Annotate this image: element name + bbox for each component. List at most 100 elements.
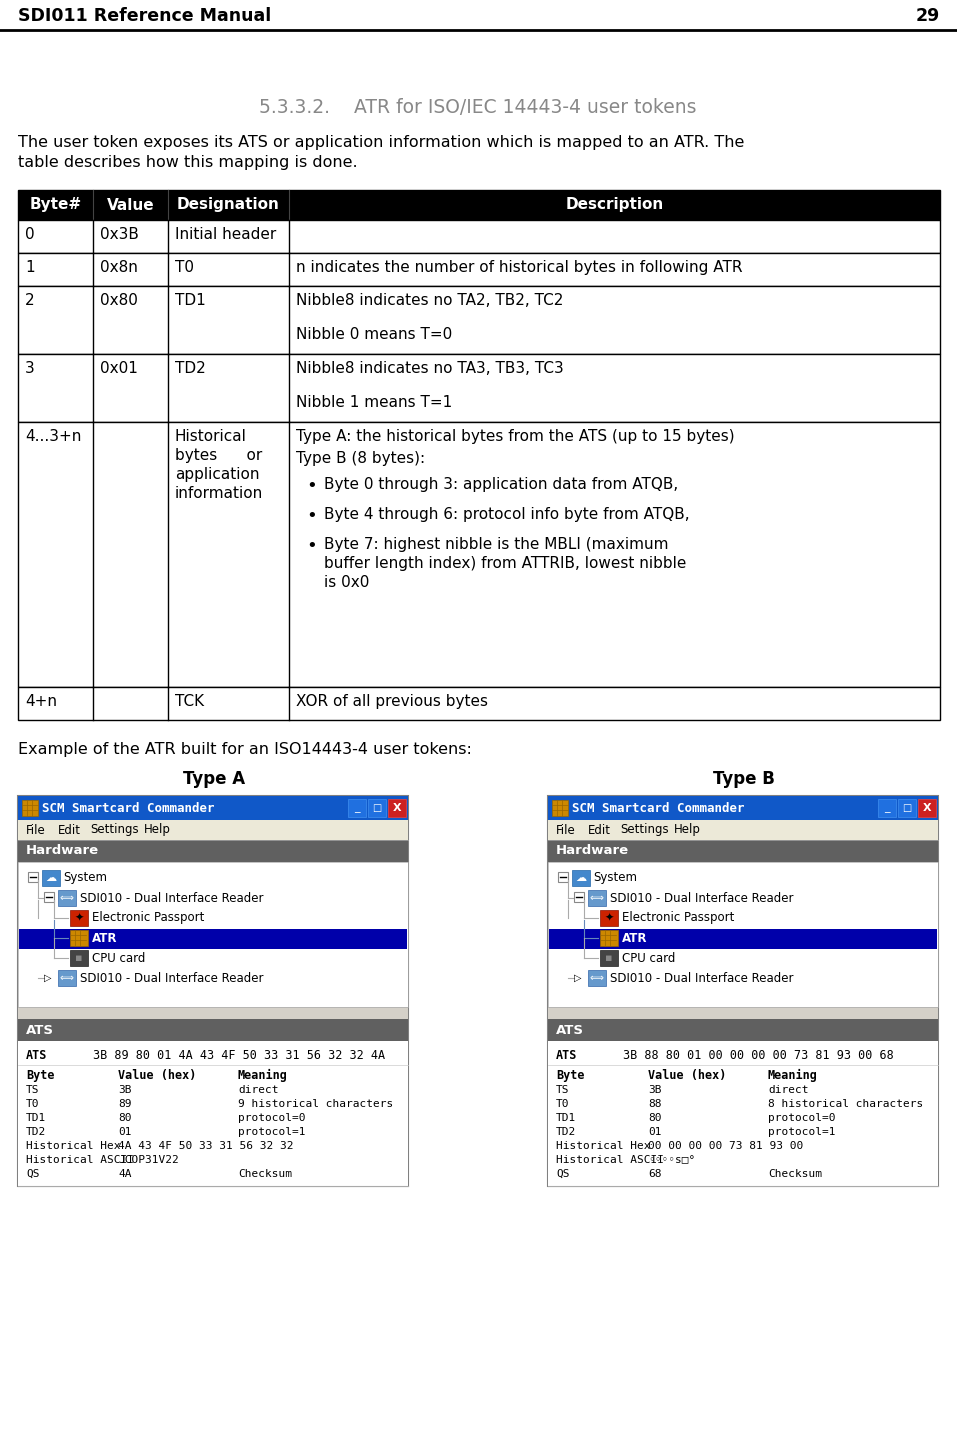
Bar [18, 286, 940, 354]
Text: Hardware: Hardware [26, 844, 100, 857]
Text: TD1: TD1 [26, 1113, 46, 1124]
Text: •: • [306, 508, 317, 525]
Bar [548, 1041, 938, 1186]
Text: ⟺: ⟺ [60, 894, 74, 902]
Text: X: X [923, 803, 931, 813]
Text: Initial header: Initial header [175, 227, 277, 241]
Text: is 0x0: is 0x0 [324, 576, 369, 590]
Text: Nibble8 indicates no TA2, TB2, TC2: Nibble8 indicates no TA2, TB2, TC2 [296, 294, 564, 308]
Bar [600, 930, 618, 946]
Text: CPU card: CPU card [622, 951, 676, 964]
Bar [22, 800, 38, 816]
Bar [572, 870, 590, 886]
Text: Meaning: Meaning [238, 1069, 288, 1082]
Text: Electronic Passport: Electronic Passport [92, 911, 205, 924]
Bar [898, 800, 916, 817]
Bar [548, 1019, 938, 1041]
Text: Nibble 0 means T=0: Nibble 0 means T=0 [296, 327, 453, 343]
Bar [368, 800, 386, 817]
Text: protocol=0: protocol=0 [238, 1113, 305, 1124]
Bar [548, 862, 938, 1006]
Text: T0: T0 [26, 1099, 39, 1109]
Text: 3B: 3B [648, 1084, 661, 1095]
Text: CPU card: CPU card [92, 951, 145, 964]
Text: _: _ [884, 803, 890, 813]
Text: buffer length index) from ATTRIB, lowest nibble: buffer length index) from ATTRIB, lowest… [324, 557, 686, 571]
Text: Meaning: Meaning [768, 1069, 818, 1082]
Text: T0: T0 [175, 260, 194, 275]
Text: ⟺: ⟺ [60, 973, 74, 983]
Text: •: • [306, 536, 317, 555]
Text: Settings: Settings [620, 824, 669, 836]
Bar [18, 220, 940, 253]
Text: TS: TS [26, 1084, 39, 1095]
Text: Byte: Byte [556, 1069, 585, 1082]
Text: direct: direct [238, 1084, 278, 1095]
Text: Example of the ATR built for an ISO14443-4 user tokens:: Example of the ATR built for an ISO14443… [18, 742, 472, 758]
Bar [549, 928, 937, 949]
Text: Type A: the historical bytes from the ATS (up to 15 bytes): Type A: the historical bytes from the AT… [296, 429, 735, 444]
Text: ☁: ☁ [45, 873, 56, 884]
Bar [600, 950, 618, 966]
Text: □: □ [372, 803, 382, 813]
Text: SCM Smartcard Commander: SCM Smartcard Commander [572, 801, 745, 814]
Text: XOR of all previous bytes: XOR of all previous bytes [296, 694, 488, 709]
Text: 0x01: 0x01 [100, 362, 138, 376]
Text: Byte 7: highest nibble is the MBLI (maximum: Byte 7: highest nibble is the MBLI (maxi… [324, 536, 669, 552]
Text: Nibble 1 means T=1: Nibble 1 means T=1 [296, 395, 453, 411]
Text: SDI011 Reference Manual: SDI011 Reference Manual [18, 7, 271, 25]
Text: ▷: ▷ [44, 973, 52, 983]
Text: SDI010 - Dual Interface Reader: SDI010 - Dual Interface Reader [80, 972, 263, 985]
Text: 2: 2 [25, 294, 34, 308]
Text: SDI010 - Dual Interface Reader: SDI010 - Dual Interface Reader [610, 972, 793, 985]
Text: QS: QS [26, 1168, 39, 1178]
Bar [44, 892, 54, 902]
Text: 3B 89 80 01 4A 43 4F 50 33 31 56 32 32 4A: 3B 89 80 01 4A 43 4F 50 33 31 56 32 32 4… [93, 1048, 385, 1061]
Text: TCK: TCK [175, 694, 204, 709]
Text: TD2: TD2 [175, 362, 206, 376]
Bar [588, 970, 606, 986]
Text: Byte#: Byte# [30, 198, 81, 213]
Bar [548, 795, 938, 1186]
Bar [18, 1019, 408, 1041]
Text: Byte: Byte [26, 1069, 55, 1082]
Text: 01: 01 [648, 1126, 661, 1137]
Text: 68: 68 [648, 1168, 661, 1178]
Text: direct: direct [768, 1084, 809, 1095]
Text: _: _ [354, 803, 360, 813]
Text: 9 historical characters: 9 historical characters [238, 1099, 393, 1109]
Text: ✦: ✦ [75, 912, 83, 923]
Bar [18, 862, 408, 1006]
Text: TD1: TD1 [556, 1113, 576, 1124]
Text: TD2: TD2 [556, 1126, 576, 1137]
Text: 00 00 00 00 73 81 93 00: 00 00 00 00 73 81 93 00 [648, 1141, 803, 1151]
Text: Designation: Designation [177, 198, 280, 213]
Text: QS: QS [556, 1168, 569, 1178]
Text: protocol=1: protocol=1 [238, 1126, 305, 1137]
Bar [18, 253, 940, 286]
Text: Checksum: Checksum [768, 1168, 822, 1178]
Text: 4...3+n: 4...3+n [25, 429, 81, 444]
Bar [18, 795, 408, 820]
Text: •: • [306, 477, 317, 495]
Text: ATS: ATS [26, 1024, 54, 1037]
Text: 4A: 4A [118, 1168, 131, 1178]
Text: ⟺: ⟺ [590, 973, 604, 983]
Text: 1: 1 [25, 260, 34, 275]
Text: 89: 89 [118, 1099, 131, 1109]
Text: table describes how this mapping is done.: table describes how this mapping is done… [18, 155, 358, 171]
Text: Historical Hex: Historical Hex [26, 1141, 121, 1151]
Text: 4+n: 4+n [25, 694, 57, 709]
Bar [70, 950, 88, 966]
Bar [28, 872, 38, 882]
Text: Hardware: Hardware [556, 844, 629, 857]
Text: Checksum: Checksum [238, 1168, 292, 1178]
Text: TD2: TD2 [26, 1126, 46, 1137]
Bar [19, 928, 407, 949]
Bar [58, 970, 76, 986]
Text: Description: Description [566, 198, 663, 213]
Text: Help: Help [674, 824, 701, 836]
Text: 0x8n: 0x8n [100, 260, 138, 275]
Text: 80: 80 [118, 1113, 131, 1124]
Text: 5.3.3.2.    ATR for ISO/IEC 14443-4 user tokens: 5.3.3.2. ATR for ISO/IEC 14443-4 user to… [259, 98, 697, 117]
